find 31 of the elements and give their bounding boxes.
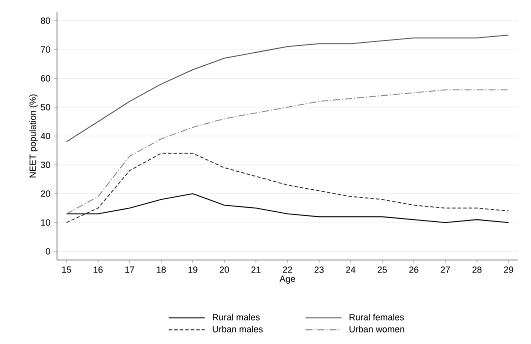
x-tick-label: 27 — [440, 266, 450, 273]
x-tick-label: 25 — [378, 266, 387, 273]
x-tick-label: 22 — [282, 266, 292, 273]
x-tick-label: 21 — [251, 266, 260, 273]
y-tick-label: 50 — [40, 104, 50, 110]
y-tick-label: 40 — [40, 132, 50, 140]
y-tick-label: 80 — [40, 17, 50, 24]
y-tick-label: 10 — [41, 219, 50, 226]
x-axis-title: Age — [280, 276, 296, 284]
y-axis-title: NEET population (%) — [29, 94, 38, 178]
x-tick-label: 23 — [314, 266, 324, 273]
x-tick-label: 24 — [346, 266, 356, 273]
x-tick-label: 18 — [156, 266, 166, 273]
y-tick-label: 60 — [40, 75, 50, 82]
x-tick-label: 15 — [62, 266, 72, 273]
x-tick-label: 20 — [220, 266, 229, 273]
legend-label: Rural females — [350, 314, 404, 320]
x-tick-label: 29 — [504, 266, 514, 273]
legend-label: Urban males — [212, 326, 263, 332]
x-tick-label: 19 — [188, 266, 198, 273]
legend-label: Urban women — [350, 326, 404, 332]
x-tick-label: 26 — [409, 266, 418, 273]
y-tick-label: 70 — [40, 46, 50, 53]
line-series — [66, 152, 509, 223]
legend-label: Rural males — [212, 314, 260, 320]
x-tick-label: 17 — [125, 266, 134, 273]
y-tick-label: 30 — [40, 162, 50, 168]
x-tick-label: 28 — [472, 266, 482, 273]
x-tick-label: 16 — [94, 266, 103, 273]
y-tick-label: 0 — [46, 248, 50, 255]
y-tick-label: 20 — [40, 190, 50, 197]
